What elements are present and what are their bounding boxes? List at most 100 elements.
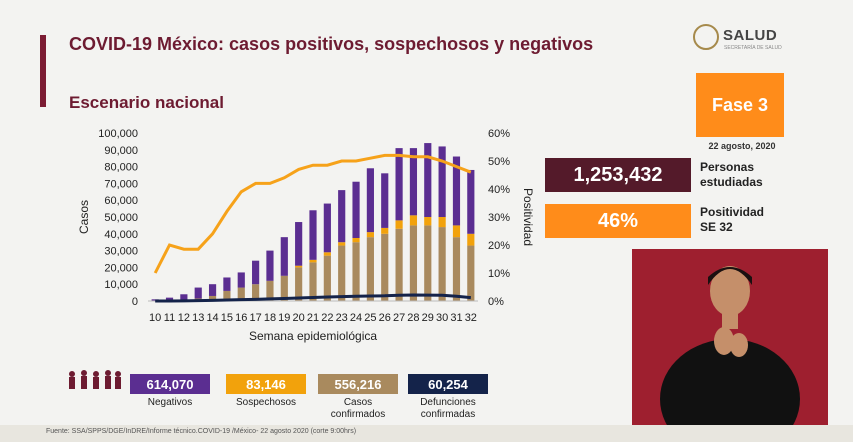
positivity-label: Positividad SE 32 bbox=[700, 205, 764, 235]
bar-confirmados bbox=[424, 225, 432, 301]
x-tick-label: 16 bbox=[235, 312, 247, 324]
bar-negativos bbox=[467, 169, 475, 234]
bar-confirmados bbox=[223, 290, 231, 301]
legend-defunciones-label-line2: confirmadas bbox=[420, 409, 476, 420]
bar-confirmados bbox=[208, 295, 217, 301]
bar-negativos bbox=[409, 148, 418, 216]
x-tick-label: 10 bbox=[149, 312, 161, 324]
bar-negativos bbox=[309, 210, 317, 260]
x-tick-label: 22 bbox=[321, 312, 333, 324]
bar-negativos bbox=[424, 143, 432, 217]
phase-badge: Fase 3 bbox=[696, 73, 784, 137]
bar-confirmados bbox=[452, 237, 461, 301]
x-tick-label: 27 bbox=[393, 312, 405, 324]
logo-text: SALUD bbox=[723, 27, 778, 44]
x-tick-label: 26 bbox=[379, 312, 391, 324]
y-tick-label: 90,000 bbox=[104, 145, 138, 157]
x-tick-label: 20 bbox=[293, 312, 305, 324]
bar-negativos bbox=[180, 294, 188, 301]
studied-label: Personas estudiadas bbox=[700, 160, 763, 190]
legend-confirmados: 556,216 Casos confirmados bbox=[318, 374, 398, 421]
x-tick-label: 23 bbox=[336, 312, 348, 324]
legend-defunciones: 60,254 Defunciones confirmadas bbox=[408, 374, 488, 421]
bar-sospechosos bbox=[395, 220, 403, 229]
x-tick-label: 21 bbox=[307, 312, 319, 324]
legend-confirmados-value: 556,216 bbox=[318, 374, 398, 394]
studied-label-line1: Personas bbox=[700, 160, 755, 174]
y-tick-label: 60,000 bbox=[104, 195, 138, 207]
bar-negativos bbox=[295, 222, 303, 266]
bar-negativos bbox=[223, 277, 231, 291]
legend-negativos-label: Negativos bbox=[130, 397, 210, 409]
y-tick-label: 40,000 bbox=[104, 229, 138, 241]
y-tick-label: 20,000 bbox=[104, 262, 138, 274]
y2-tick-label: 40% bbox=[488, 184, 510, 196]
bar-negativos bbox=[352, 181, 360, 238]
legend-sospechosos-value: 83,146 bbox=[226, 374, 306, 394]
positivity-value: 46% bbox=[545, 204, 691, 238]
line-positividad bbox=[153, 153, 472, 274]
y2-tick-label: 30% bbox=[488, 212, 510, 224]
x-tick-label: 28 bbox=[407, 312, 419, 324]
bar-sospechosos bbox=[381, 227, 389, 234]
x-tick-label: 31 bbox=[450, 312, 462, 324]
x-axis-title: Semana epidemiológica bbox=[249, 329, 377, 343]
bar-negativos bbox=[452, 156, 461, 226]
bar-negativos bbox=[237, 272, 245, 288]
x-tick-label: 13 bbox=[192, 312, 204, 324]
x-tick-label: 32 bbox=[465, 312, 477, 324]
logo-subtext: SECRETARÍA DE SALUD bbox=[724, 45, 782, 51]
bar-confirmados bbox=[295, 267, 303, 301]
salud-logo: SALUD SECRETARÍA DE SALUD bbox=[693, 24, 797, 54]
page-subtitle: Escenario nacional bbox=[69, 93, 224, 112]
y2-tick-label: 10% bbox=[488, 268, 510, 280]
bar-negativos bbox=[395, 148, 403, 221]
bar-sospechosos bbox=[409, 215, 418, 226]
positivity-label-line2: SE 32 bbox=[700, 220, 733, 234]
x-tick-label: 24 bbox=[350, 312, 362, 324]
bar-sospechosos bbox=[309, 259, 317, 263]
positivity-label-line1: Positividad bbox=[700, 205, 765, 219]
bar-sospechosos bbox=[323, 252, 331, 256]
bar-negativos bbox=[252, 260, 260, 285]
bar-confirmados bbox=[309, 262, 317, 301]
bar-negativos bbox=[323, 203, 331, 253]
y-tick-label: 50,000 bbox=[104, 212, 138, 224]
x-tick-label: 30 bbox=[436, 312, 448, 324]
bar-confirmados bbox=[438, 227, 446, 301]
sign-language-interpreter bbox=[632, 249, 828, 429]
bar-negativos bbox=[338, 190, 346, 243]
people-icon bbox=[66, 368, 122, 390]
bar-sospechosos bbox=[467, 233, 475, 246]
bar-negativos bbox=[266, 250, 274, 281]
legend-confirmados-label-line1: Casos bbox=[343, 397, 373, 408]
y-axis-title: Casos bbox=[77, 200, 91, 234]
phase-date: 22 agosto, 2020 bbox=[708, 141, 776, 151]
bar-confirmados bbox=[366, 237, 374, 301]
legend-negativos: 614,070 Negativos bbox=[130, 374, 210, 409]
legend-sospechosos-label: Sospechosos bbox=[226, 397, 306, 409]
y-tick-label: 70,000 bbox=[104, 178, 138, 190]
bar-confirmados bbox=[467, 245, 475, 301]
bar-sospechosos bbox=[366, 232, 374, 238]
y2-tick-label: 20% bbox=[488, 240, 510, 252]
x-tick-label: 18 bbox=[264, 312, 276, 324]
x-tick-label: 19 bbox=[278, 312, 290, 324]
legend-negativos-value: 614,070 bbox=[130, 374, 210, 394]
bar-sospechosos bbox=[438, 217, 446, 228]
y2-tick-label: 50% bbox=[488, 156, 510, 168]
studied-value: 1,253,432 bbox=[545, 158, 691, 192]
legend-sospechosos-label-line1: Sospechosos bbox=[235, 397, 297, 408]
bar-confirmados bbox=[237, 287, 245, 301]
x-tick-label: 29 bbox=[422, 312, 434, 324]
bar-confirmados bbox=[381, 233, 389, 301]
legend-sospechosos: 83,146 Sospechosos bbox=[226, 374, 306, 409]
y-tick-label: 30,000 bbox=[104, 246, 138, 258]
y2-tick-label: 60% bbox=[488, 128, 510, 140]
accent-bar bbox=[40, 35, 46, 107]
bar-negativos bbox=[208, 284, 217, 296]
studied-label-line2: estudiadas bbox=[700, 175, 763, 189]
bar-negativos bbox=[381, 173, 389, 228]
